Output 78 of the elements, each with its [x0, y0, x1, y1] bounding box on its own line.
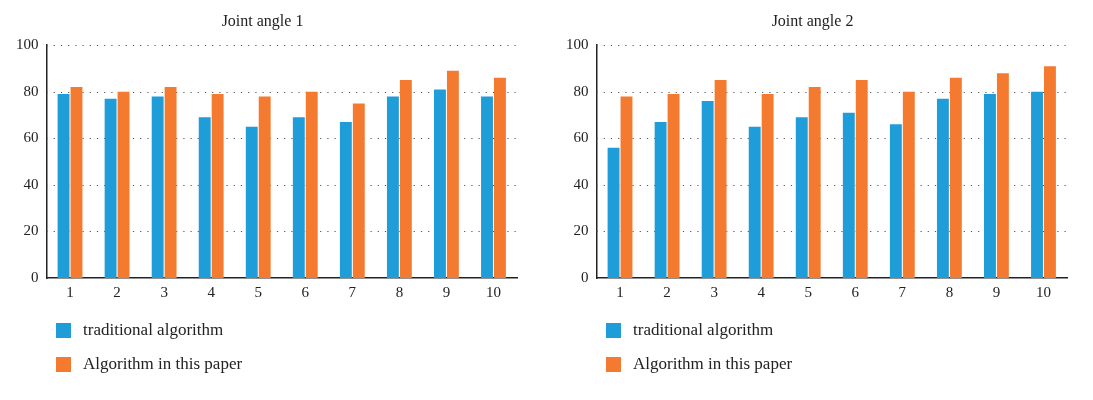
legend-label: traditional algorithm	[633, 320, 774, 340]
bar	[936, 98, 949, 278]
bar	[104, 98, 117, 278]
bar	[984, 94, 996, 278]
y-tick-label: 0	[31, 268, 39, 285]
bar	[795, 117, 808, 278]
bar	[654, 122, 667, 278]
x-tick-label: 5	[804, 283, 812, 300]
bar	[399, 80, 412, 278]
x-tick-label: 3	[160, 283, 168, 300]
bar	[667, 94, 680, 278]
x-tick-label: 10	[485, 283, 501, 300]
bar	[842, 112, 855, 278]
x-tick-label: 5	[254, 283, 262, 300]
y-tick-label: 80	[573, 82, 589, 99]
legend-label: traditional algorithm	[83, 320, 224, 340]
y-tick-label: 40	[23, 175, 39, 192]
legend-label: Algorithm in this paper	[83, 354, 243, 374]
bar	[620, 96, 633, 278]
y-tick-label: 100	[16, 36, 39, 53]
bar	[151, 96, 164, 278]
bar	[493, 77, 506, 278]
bar	[446, 70, 459, 278]
x-tick-label: 7	[898, 283, 907, 300]
x-tick-label: 4	[757, 283, 766, 300]
x-tick-label: 4	[207, 283, 216, 300]
bar	[748, 126, 761, 278]
x-tick-label: 2	[663, 283, 671, 300]
bar	[996, 73, 1009, 278]
bar	[117, 91, 130, 278]
bar	[1031, 91, 1043, 278]
bar	[808, 87, 821, 278]
x-tick-label: 3	[710, 283, 718, 300]
y-tick-label: 80	[23, 82, 39, 99]
bar	[714, 80, 727, 278]
y-tick-label: 20	[573, 222, 589, 239]
x-tick-label: 9	[992, 283, 1001, 300]
legend-label: Algorithm in this paper	[633, 354, 793, 374]
y-tick-label: 0	[581, 268, 589, 285]
bar	[292, 117, 305, 278]
x-tick-label: 6	[301, 283, 310, 300]
bar	[761, 94, 774, 278]
x-tick-label: 8	[945, 283, 954, 300]
bar	[386, 96, 399, 278]
x-tick-label: 7	[348, 283, 357, 300]
y-tick-label: 40	[573, 175, 589, 192]
y-tick-label: 20	[23, 222, 39, 239]
bar	[481, 96, 493, 278]
x-tick-label: 2	[113, 283, 121, 300]
x-tick-label: 10	[1035, 283, 1051, 300]
bar	[305, 91, 318, 278]
bar	[902, 91, 915, 278]
bar	[70, 87, 83, 278]
bar	[434, 89, 446, 278]
y-tick-label: 60	[23, 129, 39, 146]
y-tick-label: 60	[573, 129, 589, 146]
bar	[701, 101, 714, 278]
bar	[607, 147, 620, 278]
bar	[855, 80, 868, 278]
bar	[245, 126, 258, 278]
bar	[1043, 66, 1056, 278]
chart-title: Joint angle 1	[221, 11, 304, 30]
chart-title: Joint angle 2	[771, 11, 854, 30]
bar	[57, 94, 70, 278]
x-tick-label: 1	[66, 283, 74, 300]
y-tick-label: 100	[566, 36, 589, 53]
x-tick-label: 8	[395, 283, 404, 300]
x-tick-label: 9	[442, 283, 451, 300]
x-tick-label: 6	[851, 283, 860, 300]
bar	[211, 94, 224, 278]
bar	[352, 103, 365, 278]
bar	[339, 122, 352, 278]
bar	[164, 87, 177, 278]
bar	[258, 96, 271, 278]
x-tick-label: 1	[616, 283, 624, 300]
bar	[198, 117, 211, 278]
bar	[889, 124, 902, 278]
bar	[949, 77, 962, 278]
